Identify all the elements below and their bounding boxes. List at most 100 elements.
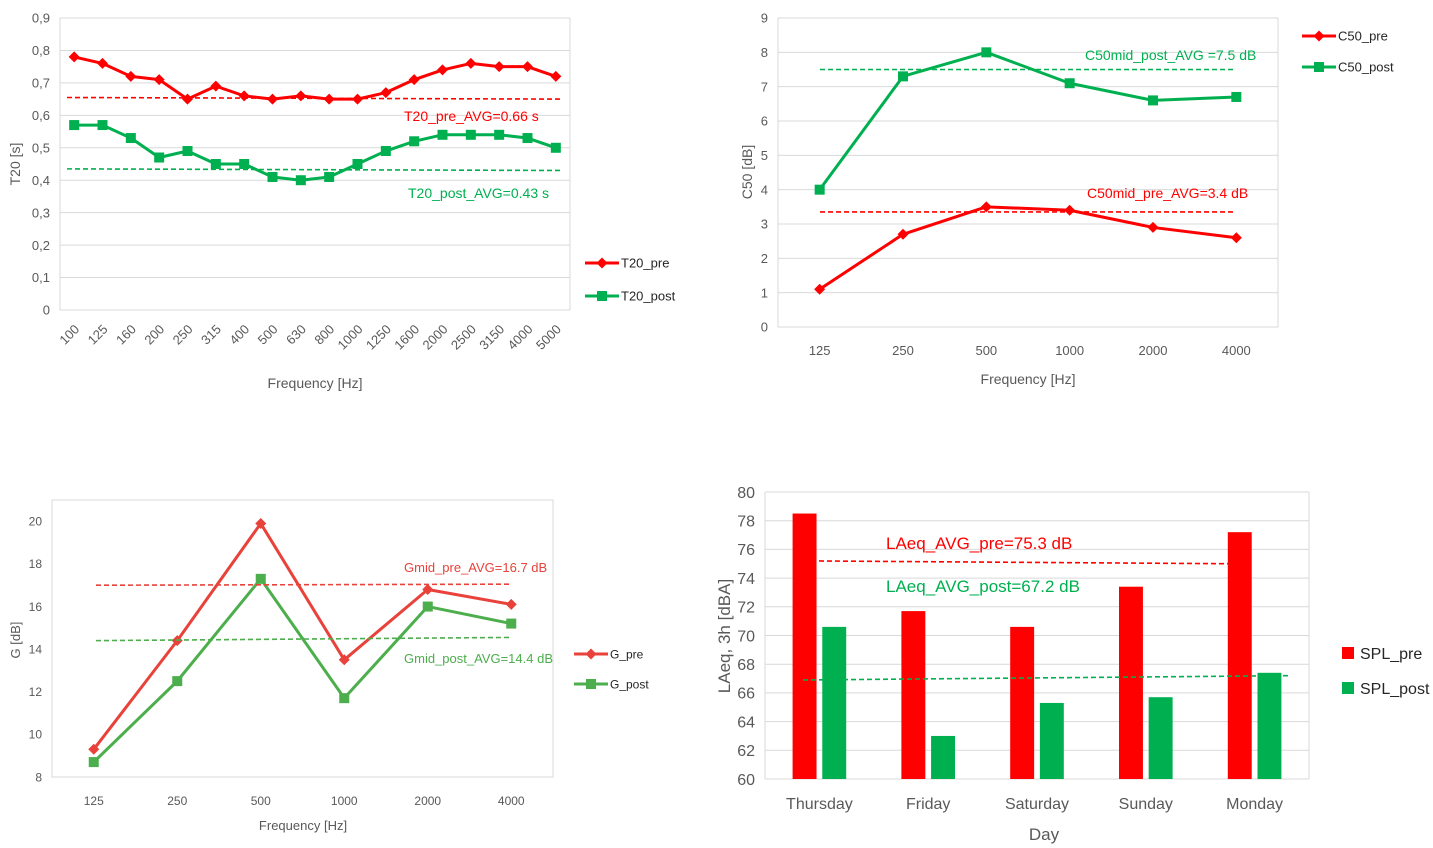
y-tick-label: 0,9 bbox=[32, 11, 50, 26]
x-tick-label: 500 bbox=[251, 794, 271, 808]
data-point-t20-pre bbox=[493, 61, 505, 73]
data-point-t20-pre bbox=[210, 80, 222, 92]
c50-chart: 0 1 2 3 4 5 6 7 8 9 125 250 500 1000 2000 4000 Frequency… bbox=[739, 11, 1394, 387]
average-line bbox=[95, 636, 512, 642]
data-point-t20-post bbox=[409, 136, 420, 147]
y-axis-title: G [dB] bbox=[8, 622, 23, 659]
x-tick-label: 250 bbox=[892, 343, 914, 358]
x-tick-label: Sunday bbox=[1119, 796, 1173, 813]
y-tick-label: 66 bbox=[737, 686, 755, 703]
data-point-t20-pre bbox=[295, 90, 307, 102]
data-point-t20-pre bbox=[522, 61, 533, 73]
y-tick-label: 76 bbox=[737, 542, 755, 559]
legend-label: G_post bbox=[610, 678, 649, 692]
x-tick-label: Saturday bbox=[1005, 796, 1069, 813]
data-point-g-post bbox=[422, 601, 433, 612]
x-axis-title: Frequency [Hz] bbox=[259, 818, 347, 833]
data-point-c50-post bbox=[898, 71, 908, 82]
data-point-t20-post bbox=[182, 146, 193, 157]
data-point-t20-post bbox=[210, 159, 221, 169]
y-tick-label: 1 bbox=[761, 285, 768, 300]
y-axis-title: T20 [s] bbox=[7, 143, 23, 186]
data-point-c50-pre bbox=[1230, 232, 1242, 244]
data-point-t20-pre bbox=[267, 93, 278, 105]
legend-marker bbox=[596, 257, 608, 269]
x-tick-label: 100 bbox=[56, 322, 82, 348]
legend-label: G_pre bbox=[610, 648, 644, 662]
bar-spl-pre bbox=[901, 611, 926, 779]
legend-label: SPL_post bbox=[1360, 681, 1430, 698]
x-tick-label: 250 bbox=[167, 794, 187, 808]
x-tick-label: 2000 bbox=[1139, 343, 1168, 358]
data-point-g-post bbox=[339, 693, 350, 704]
average-label: T20_post_AVG=0.43 s bbox=[408, 185, 549, 201]
data-point-t20-post bbox=[324, 171, 335, 182]
average-label: LAeq_AVG_pre=75.3 dB bbox=[886, 534, 1072, 553]
g-chart: 8 10 12 14 16 18 20 125 250 500 1000 2000 4000 Freque… bbox=[8, 499, 649, 833]
average-label: C50mid_post_AVG =7.5 dB bbox=[1085, 47, 1256, 63]
average-line bbox=[66, 168, 563, 172]
y-tick-label: 0,1 bbox=[32, 270, 50, 285]
data-point-t20-pre bbox=[323, 93, 335, 105]
y-tick-label: 14 bbox=[29, 642, 43, 656]
data-point-c50-pre bbox=[814, 283, 826, 295]
data-point-c50-pre bbox=[1147, 221, 1159, 233]
x-tick-label: 125 bbox=[85, 322, 111, 348]
legend-marker bbox=[597, 291, 607, 301]
x-tick-label: 1000 bbox=[331, 794, 358, 808]
y-tick-label: 68 bbox=[737, 657, 755, 674]
average-line bbox=[66, 96, 563, 100]
y-tick-label: 8 bbox=[35, 770, 42, 784]
x-tick-label: 400 bbox=[226, 322, 252, 348]
data-point-c50-pre bbox=[1064, 204, 1076, 216]
legend-label: C50_post bbox=[1338, 60, 1394, 75]
data-point-t20-post bbox=[295, 175, 306, 186]
average-label: Gmid_post_AVG=14.4 dB bbox=[404, 651, 553, 666]
x-tick-label: 1000 bbox=[1055, 343, 1084, 358]
x-tick-label: Thursday bbox=[786, 796, 853, 813]
y-tick-label: 80 bbox=[737, 485, 755, 502]
legend-marker bbox=[586, 679, 596, 689]
average-label: Gmid_pre_AVG=16.7 dB bbox=[404, 560, 547, 575]
data-point-t20-pre bbox=[408, 74, 420, 86]
bar-spl-pre bbox=[1010, 626, 1035, 779]
y-axis-title: LAeq, 3h [dBA] bbox=[715, 579, 734, 693]
y-tick-label: 9 bbox=[761, 11, 768, 26]
y-tick-label: 62 bbox=[737, 743, 755, 760]
data-point-g-post bbox=[506, 618, 517, 629]
legend-marker bbox=[1313, 30, 1325, 42]
average-label: LAeq_AVG_post=67.2 dB bbox=[886, 577, 1080, 596]
data-point-t20-pre bbox=[550, 70, 562, 82]
y-tick-label: 0,6 bbox=[32, 108, 50, 123]
data-point-t20-post bbox=[522, 133, 533, 144]
y-tick-label: 7 bbox=[761, 79, 768, 94]
y-tick-label: 12 bbox=[29, 685, 43, 699]
data-point-g-pre bbox=[338, 654, 350, 666]
y-tick-label: 5 bbox=[761, 148, 768, 163]
y-tick-label: 4 bbox=[761, 182, 768, 197]
data-point-c50-pre bbox=[897, 228, 909, 240]
x-tick-label: 1250 bbox=[363, 322, 394, 353]
data-point-t20-post bbox=[437, 129, 448, 140]
x-tick-label: 500 bbox=[975, 343, 997, 358]
bar-spl-post bbox=[931, 735, 956, 779]
y-tick-label: 64 bbox=[737, 714, 755, 731]
y-tick-label: 74 bbox=[737, 571, 755, 588]
data-point-g-pre bbox=[255, 517, 267, 529]
data-point-t20-post bbox=[352, 159, 363, 169]
data-point-g-post bbox=[255, 573, 266, 584]
average-label: T20_pre_AVG=0.66 s bbox=[404, 108, 539, 124]
x-axis-title: Day bbox=[1029, 825, 1060, 844]
legend-marker bbox=[585, 648, 597, 660]
data-point-g-pre bbox=[505, 598, 517, 610]
y-tick-label: 16 bbox=[29, 600, 43, 614]
bar-spl-post bbox=[1039, 702, 1064, 779]
x-axis-title: Frequency [Hz] bbox=[268, 375, 363, 391]
data-point-t20-post bbox=[550, 142, 561, 153]
bar-spl-post bbox=[1148, 697, 1173, 779]
y-tick-label: 2 bbox=[761, 251, 768, 266]
bar-spl-pre bbox=[1118, 586, 1143, 779]
data-point-t20-pre bbox=[465, 57, 477, 69]
series-line-t20-post bbox=[74, 123, 557, 182]
